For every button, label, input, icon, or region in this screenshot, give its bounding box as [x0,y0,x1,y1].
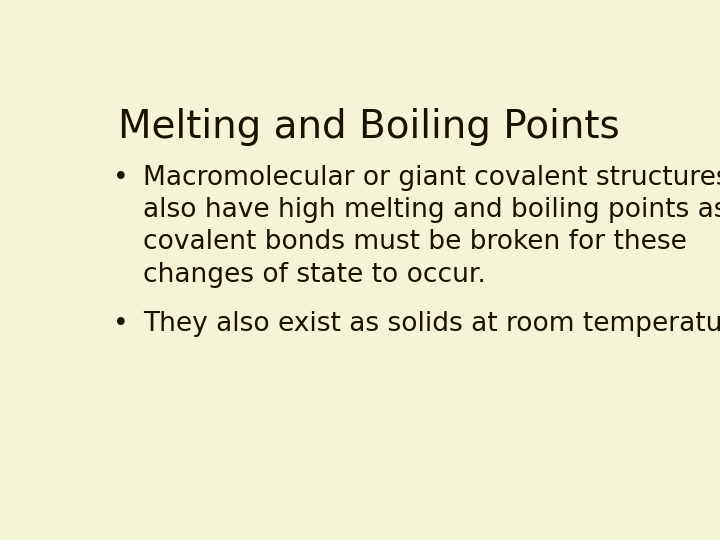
Text: •: • [113,311,128,337]
Text: also have high melting and boiling points as: also have high melting and boiling point… [143,197,720,223]
Text: •: • [113,165,128,191]
Text: Macromolecular or giant covalent structures: Macromolecular or giant covalent structu… [143,165,720,191]
Text: covalent bonds must be broken for these: covalent bonds must be broken for these [143,230,687,255]
Text: Melting and Boiling Points: Melting and Boiling Points [118,109,620,146]
Text: They also exist as solids at room temperature.: They also exist as solids at room temper… [143,311,720,337]
Text: changes of state to occur.: changes of state to occur. [143,262,486,288]
